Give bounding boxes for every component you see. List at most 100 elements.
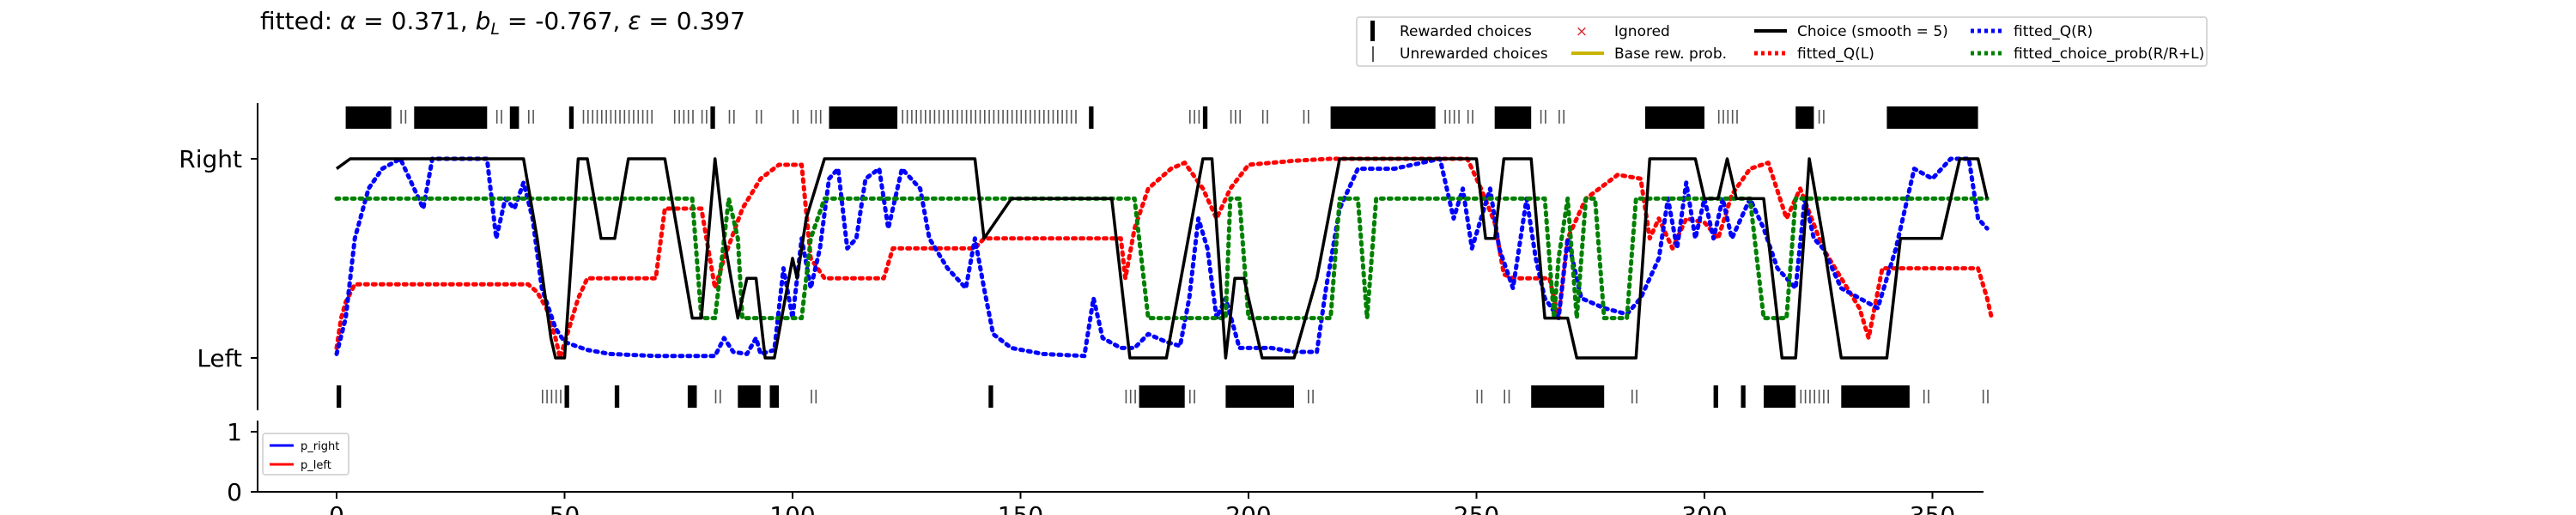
right-unrewarded-choice-mark: [528, 110, 530, 124]
left-unrewarded-choice-mark: [1819, 390, 1820, 403]
x-tick-label: 350: [1910, 501, 1955, 515]
left-unrewarded-choice-mark: [1928, 390, 1929, 403]
right-unrewarded-choice-mark: [811, 110, 812, 124]
fitted-series-lines: [337, 159, 1992, 358]
left-unrewarded-choice-mark: [1809, 390, 1811, 403]
title-epsilon-value: = 0.397: [641, 7, 744, 35]
left-unrewarded-choice-mark: [1923, 390, 1925, 403]
right-unrewarded-choice-mark: [619, 110, 621, 124]
left-rewarded-choice-mark: [988, 385, 993, 408]
figure-title: fitted: α = 0.371, bL = -0.767, ε = 0.39…: [260, 7, 745, 39]
x-tick-label: 250: [1454, 501, 1499, 515]
right-unrewarded-choice-mark: [984, 110, 986, 124]
left-rewarded-choice-mark: [1841, 385, 1910, 408]
right-unrewarded-choice-mark: [496, 110, 498, 124]
right-unrewarded-choice-mark: [1199, 110, 1200, 124]
right-unrewarded-choice-mark: [629, 110, 630, 124]
title-prefix: fitted:: [260, 7, 340, 35]
right-unrewarded-choice-mark: [907, 110, 908, 124]
left-unrewarded-choice-mark: [1636, 390, 1637, 403]
x-tick-label: 100: [769, 501, 815, 515]
title-alpha-symbol: α: [340, 7, 356, 35]
right-rewarded-choice-mark: [569, 106, 574, 129]
right-unrewarded-choice-mark: [1007, 110, 1009, 124]
right-unrewarded-choice-mark: [651, 110, 653, 124]
left-unrewarded-choice-mark: [1823, 390, 1825, 403]
right-unrewarded-choice-mark: [998, 110, 999, 124]
right-unrewarded-choice-mark: [980, 110, 981, 124]
right-unrewarded-choice-mark: [934, 110, 936, 124]
right-unrewarded-choice-mark: [702, 110, 703, 124]
main-choice-panel: Right Left: [179, 103, 1991, 410]
right-unrewarded-choice-mark: [1454, 110, 1455, 124]
right-unrewarded-choice-mark: [1066, 110, 1068, 124]
right-unrewarded-choice-mark: [1308, 110, 1309, 124]
right-unrewarded-choice-mark: [970, 110, 972, 124]
right-unrewarded-choice-mark: [1444, 110, 1446, 124]
left-unrewarded-choice-mark: [1631, 390, 1633, 403]
left-unrewarded-choice-mark: [816, 390, 817, 403]
right-unrewarded-choice-mark: [948, 110, 950, 124]
legend-rewarded-label: Rewarded choices: [1400, 23, 1532, 40]
right-rewarded-choice-mark: [829, 106, 898, 129]
title-epsilon-symbol: ε: [628, 7, 641, 35]
right-unrewarded-choice-mark: [943, 110, 945, 124]
right-unrewarded-choice-mark: [1563, 110, 1564, 124]
right-unrewarded-choice-mark: [1267, 110, 1268, 124]
right-unrewarded-choice-mark: [638, 110, 640, 124]
left-unrewarded-choice-mark: [1189, 390, 1191, 403]
right-unrewarded-choice-mark: [1819, 110, 1820, 124]
left-unrewarded-choice-mark: [1126, 390, 1127, 403]
right-unrewarded-choice-mark: [1718, 110, 1720, 124]
left-unrewarded-choice-mark: [1509, 390, 1510, 403]
legend-p-left-label: p_left: [301, 459, 331, 472]
right-rewarded-choice-mark: [1203, 106, 1207, 129]
right-unrewarded-choice-mark: [1071, 110, 1072, 124]
left-unrewarded-choice-mark: [1194, 390, 1195, 403]
left-unrewarded-choice-mark: [1130, 390, 1132, 403]
left-rewarded-choice-mark: [1741, 385, 1746, 408]
left-rewarded-choice-mark: [337, 385, 341, 408]
x-tick-label: 200: [1225, 501, 1271, 515]
right-unrewarded-choice-mark: [929, 110, 931, 124]
right-unrewarded-choice-mark: [1449, 110, 1451, 124]
right-unrewarded-choice-mark: [975, 110, 976, 124]
right-unrewarded-choice-mark: [1472, 110, 1473, 124]
left-unrewarded-choice-mark: [1477, 390, 1479, 403]
left-y-tick-label: Left: [197, 344, 242, 373]
legend-unrewarded-label: Unrewarded choices: [1400, 45, 1548, 63]
right-unrewarded-choice-mark: [820, 110, 822, 124]
title-b-value: = -0.767,: [500, 7, 628, 35]
lower-legend: p_right p_left: [263, 433, 349, 475]
right-unrewarded-choice-mark: [925, 110, 927, 124]
right-unrewarded-choice-mark: [1823, 110, 1825, 124]
right-unrewarded-choice-mark: [733, 110, 735, 124]
series-line-choice-smooth-5: [337, 159, 1987, 358]
x-axis-ticks: 0 50 100 150 200 250 300 350: [329, 492, 1955, 515]
left-rewarded-choice-mark: [1714, 385, 1718, 408]
right-unrewarded-choice-mark: [756, 110, 758, 124]
right-unrewarded-choice-mark: [761, 110, 762, 124]
right-unrewarded-choice-mark: [797, 110, 799, 124]
right-unrewarded-choice-mark: [1458, 110, 1460, 124]
left-unrewarded-choice-mark: [1308, 390, 1309, 403]
left-rewarded-choice-mark: [565, 385, 569, 408]
right-unrewarded-choice-mark: [1235, 110, 1236, 124]
left-rewarded-choice-mark: [1531, 385, 1604, 408]
right-rewarded-choice-mark: [1495, 106, 1532, 129]
left-unrewarded-choice-mark: [1312, 390, 1314, 403]
right-unrewarded-choice-mark: [1558, 110, 1560, 124]
left-unrewarded-choice-mark: [1504, 390, 1505, 403]
left-unrewarded-choice-mark: [1801, 390, 1802, 403]
left-unrewarded-choice-mark: [1134, 390, 1136, 403]
right-unrewarded-choice-mark: [706, 110, 708, 124]
legend-fitted-q-left-label: fitted_Q(L): [1797, 45, 1874, 63]
right-unrewarded-choice-mark: [405, 110, 407, 124]
series-line-fitted-q-r: [337, 159, 1987, 356]
right-unrewarded-choice-mark: [1043, 110, 1045, 124]
title-alpha-value: = 0.371,: [355, 7, 475, 35]
right-unrewarded-choice-mark: [1039, 110, 1041, 124]
right-unrewarded-choice-mark: [592, 110, 593, 124]
legend-base-rew-prob-label: Base rew. prob.: [1614, 45, 1727, 63]
